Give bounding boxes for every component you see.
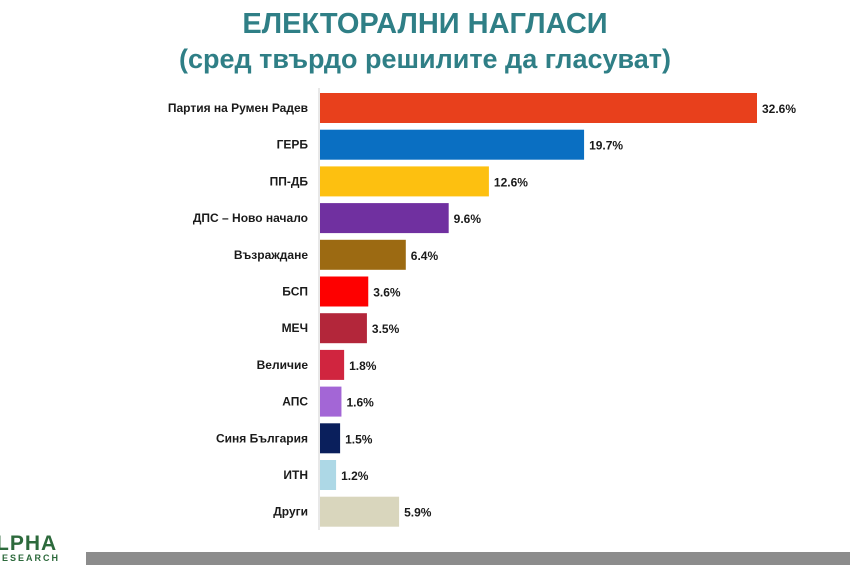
- category-label: ГЕРБ: [277, 138, 309, 152]
- bar: [320, 386, 342, 417]
- alpha-research-logo: LPHA ESEARCH: [0, 530, 86, 564]
- value-label: 1.2%: [341, 469, 369, 483]
- bar: [320, 496, 400, 527]
- category-label: ДПС – Ново начало: [193, 211, 308, 225]
- footer-bar: [86, 552, 850, 565]
- bars-group: Партия на Румен Радев 32.6% ГЕРБ 19.7% ПП-ДБ…: [168, 93, 796, 527]
- category-label: ПП-ДБ: [270, 174, 309, 188]
- category-label: Партия на Румен Радев: [168, 101, 308, 115]
- value-label: 6.4%: [411, 249, 439, 263]
- bar: [320, 93, 757, 123]
- bar: [320, 349, 345, 380]
- chart-title: ЕЛЕКТОРАЛНИ НАГЛАСИ: [242, 8, 608, 40]
- logo-sub-text: ESEARCH: [2, 553, 61, 563]
- bar: [320, 129, 585, 160]
- category-label: Възраждане: [234, 248, 308, 262]
- value-label: 3.5%: [372, 322, 400, 336]
- category-label: Величие: [257, 358, 309, 372]
- value-label: 1.5%: [345, 432, 373, 446]
- category-label: ИТН: [283, 468, 308, 482]
- bar: [320, 203, 449, 234]
- value-label: 1.8%: [349, 359, 377, 373]
- chart-subtitle: (сред твърдо решилите да гласуват): [179, 44, 671, 74]
- value-label: 32.6%: [762, 102, 796, 116]
- bar: [320, 423, 341, 454]
- value-label: 1.6%: [346, 396, 374, 410]
- category-label: БСП: [282, 285, 308, 299]
- bar: [320, 166, 489, 197]
- bar: [320, 276, 369, 307]
- category-label: МЕЧ: [282, 321, 308, 335]
- bar: [320, 239, 406, 270]
- logo-main-text: LPHA: [0, 532, 58, 555]
- value-label: 19.7%: [589, 139, 623, 153]
- value-label: 9.6%: [454, 212, 482, 226]
- value-label: 12.6%: [494, 175, 528, 189]
- category-label: Синя България: [216, 431, 308, 445]
- bar: [320, 460, 337, 490]
- value-label: 5.9%: [404, 506, 432, 520]
- category-label: Други: [273, 505, 308, 519]
- category-label: АПС: [282, 395, 308, 409]
- bar: [320, 313, 367, 344]
- value-label: 3.6%: [373, 286, 401, 300]
